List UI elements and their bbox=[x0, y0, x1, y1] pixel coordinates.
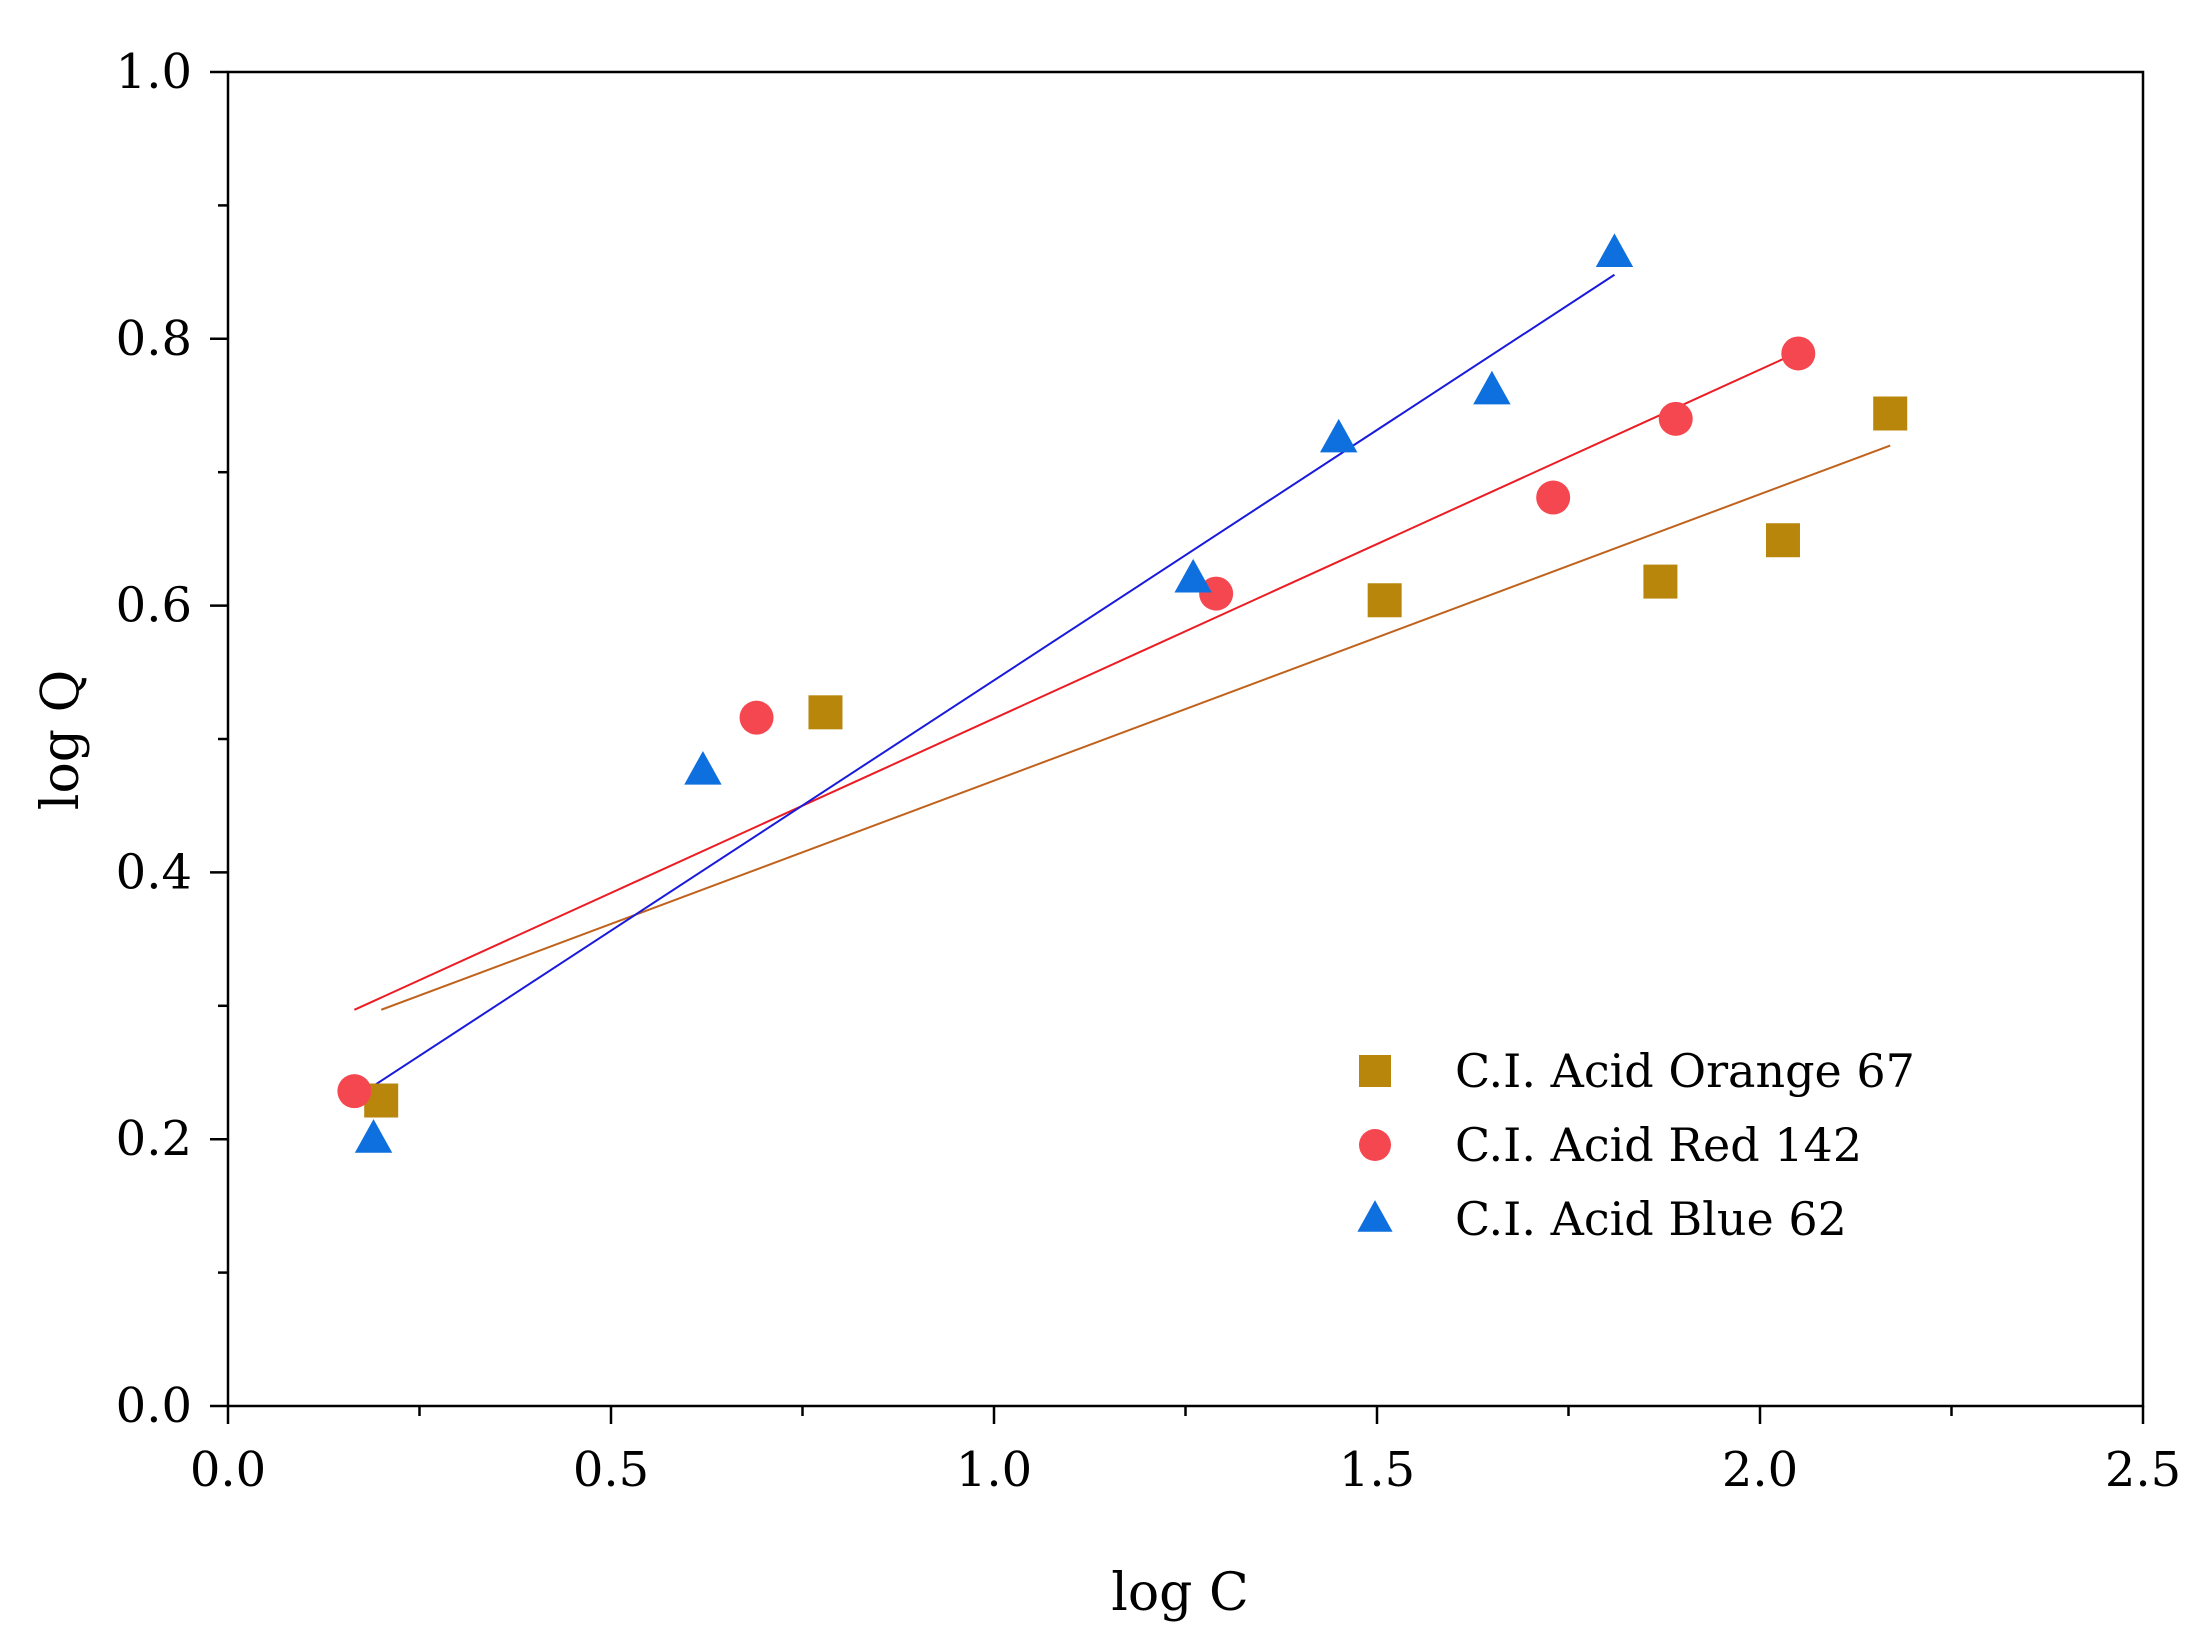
legend-label: C.I. Acid Blue 62 bbox=[1455, 1192, 1847, 1246]
x-tick-label: 0.0 bbox=[190, 1442, 266, 1498]
fit-line-triangle-series bbox=[372, 273, 1616, 1087]
x-tick-label: 0.5 bbox=[573, 1442, 649, 1498]
y-tick-label: 0.4 bbox=[116, 844, 192, 900]
data-point-triangle bbox=[684, 750, 722, 785]
data-point-circle bbox=[739, 700, 774, 735]
data-point-triangle bbox=[1320, 418, 1358, 453]
x-tick-label: 1.5 bbox=[1339, 1442, 1415, 1498]
data-point-circle bbox=[1658, 401, 1693, 436]
y-tick-label: 0.2 bbox=[116, 1111, 192, 1167]
y-axis-title: log Q bbox=[31, 670, 91, 810]
data-point-triangle bbox=[1595, 233, 1634, 267]
data-point-square bbox=[1765, 523, 1800, 558]
y-tick-label: 0.0 bbox=[116, 1378, 192, 1434]
fit-line-circle-series bbox=[353, 351, 1799, 1011]
x-axis-title: log C bbox=[1111, 1563, 1249, 1623]
plot-area-frame bbox=[226, 70, 2145, 1408]
data-point-square bbox=[1367, 583, 1402, 618]
data-point-circle bbox=[337, 1074, 372, 1109]
y-tick-label: 0.8 bbox=[116, 311, 192, 367]
data-point-triangle bbox=[354, 1119, 393, 1153]
data-point-square bbox=[1643, 564, 1678, 599]
data-point-triangle bbox=[1174, 558, 1212, 593]
data-point-circle bbox=[1781, 336, 1816, 371]
legend-marker-square bbox=[1359, 1055, 1391, 1087]
data-point-square bbox=[808, 695, 843, 730]
data-point-circle bbox=[1536, 480, 1571, 515]
x-tick-label: 1.0 bbox=[956, 1442, 1032, 1498]
y-tick-label: 1.0 bbox=[116, 44, 192, 100]
legend-marker-triangle bbox=[1357, 1200, 1393, 1232]
x-tick-label: 2.0 bbox=[1722, 1442, 1798, 1498]
legend-marker-circle bbox=[1359, 1129, 1391, 1161]
data-point-triangle bbox=[1473, 370, 1511, 405]
data-point-square bbox=[1873, 396, 1908, 431]
x-tick-label: 2.5 bbox=[2105, 1442, 2181, 1498]
legend-label: C.I. Acid Red 142 bbox=[1455, 1118, 1862, 1172]
legend-label: C.I. Acid Orange 67 bbox=[1455, 1044, 1915, 1098]
fit-line-square-series bbox=[380, 444, 1891, 1011]
y-tick-label: 0.6 bbox=[116, 578, 192, 634]
